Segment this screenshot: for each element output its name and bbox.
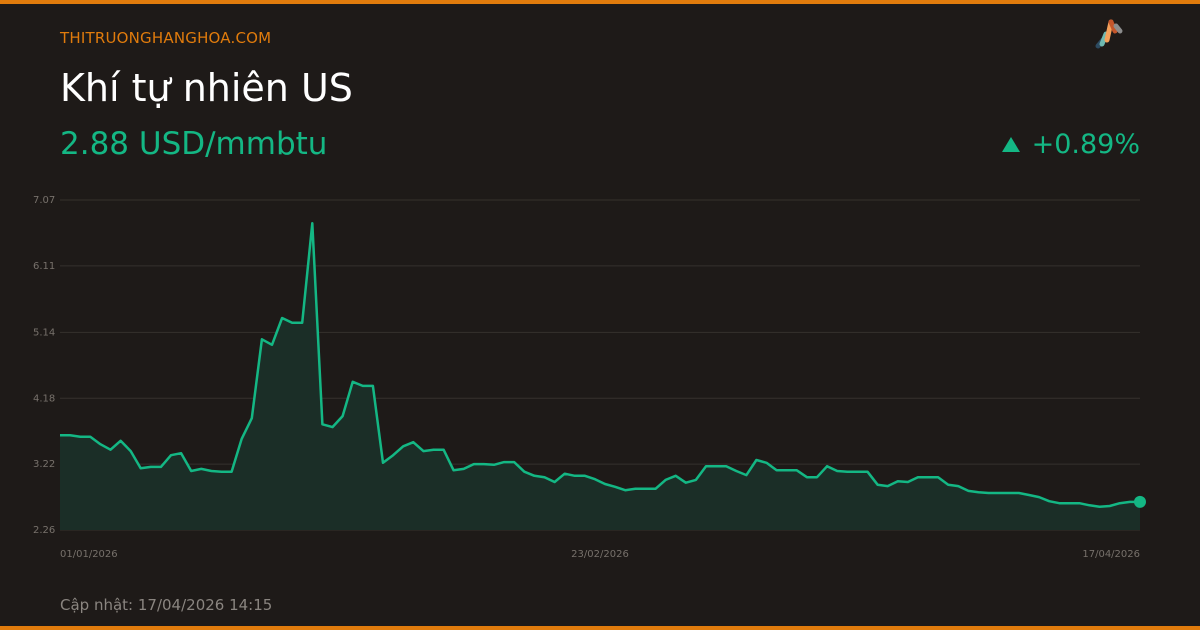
y-tick-label: 7.07 — [33, 195, 55, 206]
y-tick-label: 6.11 — [33, 261, 55, 272]
current-price: 2.88 USD/mmbtu — [60, 126, 328, 162]
brand-logo-icon — [1095, 19, 1123, 49]
x-tick-label: 01/01/2026 — [60, 549, 118, 560]
y-tick-label: 4.18 — [33, 393, 55, 404]
y-tick-label: 2.26 — [33, 525, 55, 536]
y-tick-label: 3.22 — [33, 459, 55, 470]
price-change: +0.89% — [1001, 129, 1140, 160]
site-name: THITRUONGHANGHOA.COM — [60, 29, 272, 47]
commodity-title: Khí tự nhiên US — [60, 66, 353, 110]
chart-area-fill — [60, 223, 1140, 531]
last-updated: Cập nhật: 17/04/2026 14:15 — [60, 596, 273, 614]
y-tick-label: 5.14 — [33, 327, 55, 338]
bottom-accent-bar — [0, 626, 1200, 630]
change-percent: +0.89% — [1031, 129, 1140, 160]
last-price-marker — [1134, 495, 1146, 508]
chart-price-line — [60, 222, 1140, 508]
triangle-up-icon — [1001, 137, 1020, 152]
x-tick-label: 17/04/2026 — [1082, 549, 1140, 560]
top-accent-bar — [0, 0, 1200, 4]
x-tick-label: 23/02/2026 — [571, 549, 629, 560]
